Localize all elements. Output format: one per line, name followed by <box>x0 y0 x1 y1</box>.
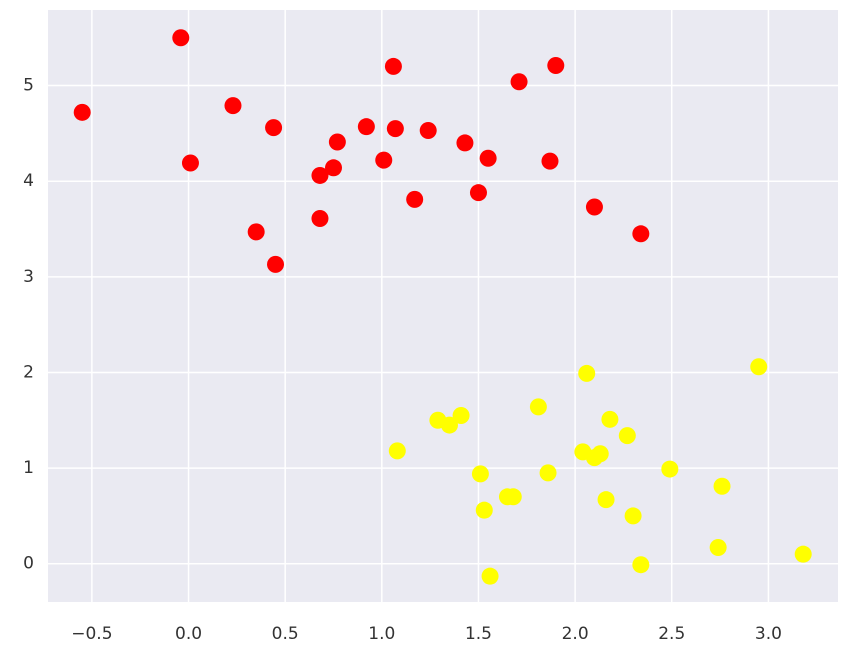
point <box>456 134 474 152</box>
point <box>585 198 603 216</box>
point <box>452 407 470 425</box>
point <box>539 464 557 482</box>
point <box>479 149 497 167</box>
point <box>597 491 615 509</box>
x-tick-label: 3.0 <box>755 624 782 644</box>
point <box>388 442 406 460</box>
y-tick-label: 1 <box>23 458 34 478</box>
point <box>632 225 650 243</box>
point <box>181 154 199 172</box>
point <box>406 190 424 208</box>
point <box>794 545 812 563</box>
point <box>578 364 596 382</box>
x-tick-label: 1.5 <box>465 624 492 644</box>
point <box>386 120 404 138</box>
y-tick-label: 0 <box>23 554 34 574</box>
y-tick-label: 5 <box>23 76 34 96</box>
point <box>541 152 559 170</box>
point <box>547 56 565 74</box>
x-tick-label: 2.0 <box>562 624 589 644</box>
point <box>328 133 346 151</box>
point <box>750 358 768 376</box>
x-tick-label: 0.5 <box>272 624 299 644</box>
point <box>440 416 458 434</box>
point <box>510 73 528 91</box>
y-tick-label: 4 <box>23 171 34 191</box>
point <box>357 118 375 136</box>
point <box>311 209 329 227</box>
point <box>73 103 91 121</box>
point <box>481 567 499 585</box>
x-tick-label: 1.0 <box>368 624 395 644</box>
point <box>419 122 437 140</box>
point <box>504 488 522 506</box>
point <box>475 501 493 519</box>
point <box>384 57 402 75</box>
y-tick-label: 2 <box>23 362 34 382</box>
point <box>661 460 679 478</box>
point <box>471 465 489 483</box>
point <box>224 97 242 115</box>
x-tick-label: −0.5 <box>71 624 112 644</box>
point <box>601 410 619 428</box>
point <box>632 556 650 574</box>
x-tick-label: 2.5 <box>658 624 685 644</box>
point <box>618 427 636 445</box>
point <box>267 255 285 273</box>
point <box>709 538 727 556</box>
x-tick-label: 0.0 <box>175 624 202 644</box>
point <box>624 507 642 525</box>
point <box>591 445 609 463</box>
point <box>311 166 329 184</box>
point <box>529 398 547 416</box>
point <box>375 151 393 169</box>
point <box>324 159 342 177</box>
y-tick-label: 3 <box>23 267 34 287</box>
point <box>469 184 487 202</box>
point <box>247 223 265 241</box>
point <box>713 477 731 495</box>
point <box>265 119 283 137</box>
point <box>172 29 190 47</box>
plot-area <box>48 10 838 602</box>
